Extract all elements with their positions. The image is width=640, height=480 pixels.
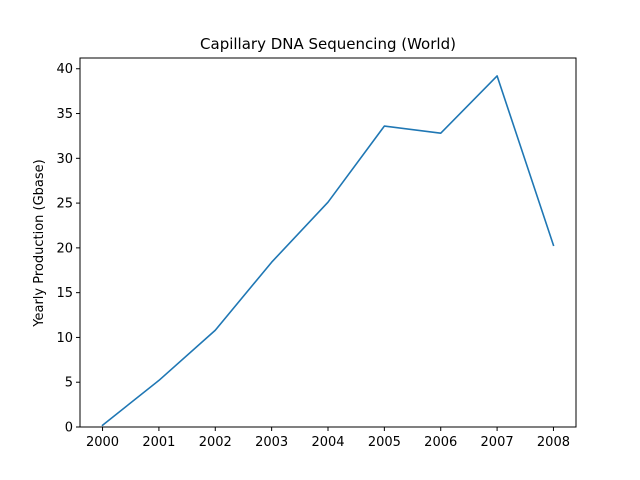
y-tick-label: 35 [56,107,73,122]
plot-area-frame [79,57,577,428]
y-tick-label: 30 [56,152,73,167]
x-tick-label: 2003 [255,435,288,450]
y-tick-label: 5 [65,376,73,391]
x-tick-label: 2006 [424,435,457,450]
series-layer [101,75,555,427]
x-tick-label: 2004 [311,435,344,450]
y-axis-label: Yearly Production (Gbase) [32,159,47,327]
x-tick-label: 2001 [142,435,175,450]
x-tick-label: 2005 [368,435,401,450]
x-tick-label: 2000 [86,435,119,450]
y-tick-label: 40 [56,62,73,77]
y-tick-label: 0 [65,421,73,436]
y-tick-label: 25 [56,197,73,212]
chart-title: Capillary DNA Sequencing (World) [200,35,456,53]
x-tick-label: 2008 [537,435,570,450]
y-axis-ticks: 0 5 10 15 20 25 30 35 40 [56,62,80,436]
x-axis-ticks: 2000 2001 2002 2003 2004 2005 2006 2007 2008 [86,427,570,450]
y-tick-label: 20 [56,241,73,256]
series-line [101,75,555,427]
y-tick-label: 15 [56,286,73,301]
y-tick-label: 10 [56,331,73,346]
x-tick-label: 2007 [481,435,514,450]
x-tick-label: 2002 [199,435,232,450]
